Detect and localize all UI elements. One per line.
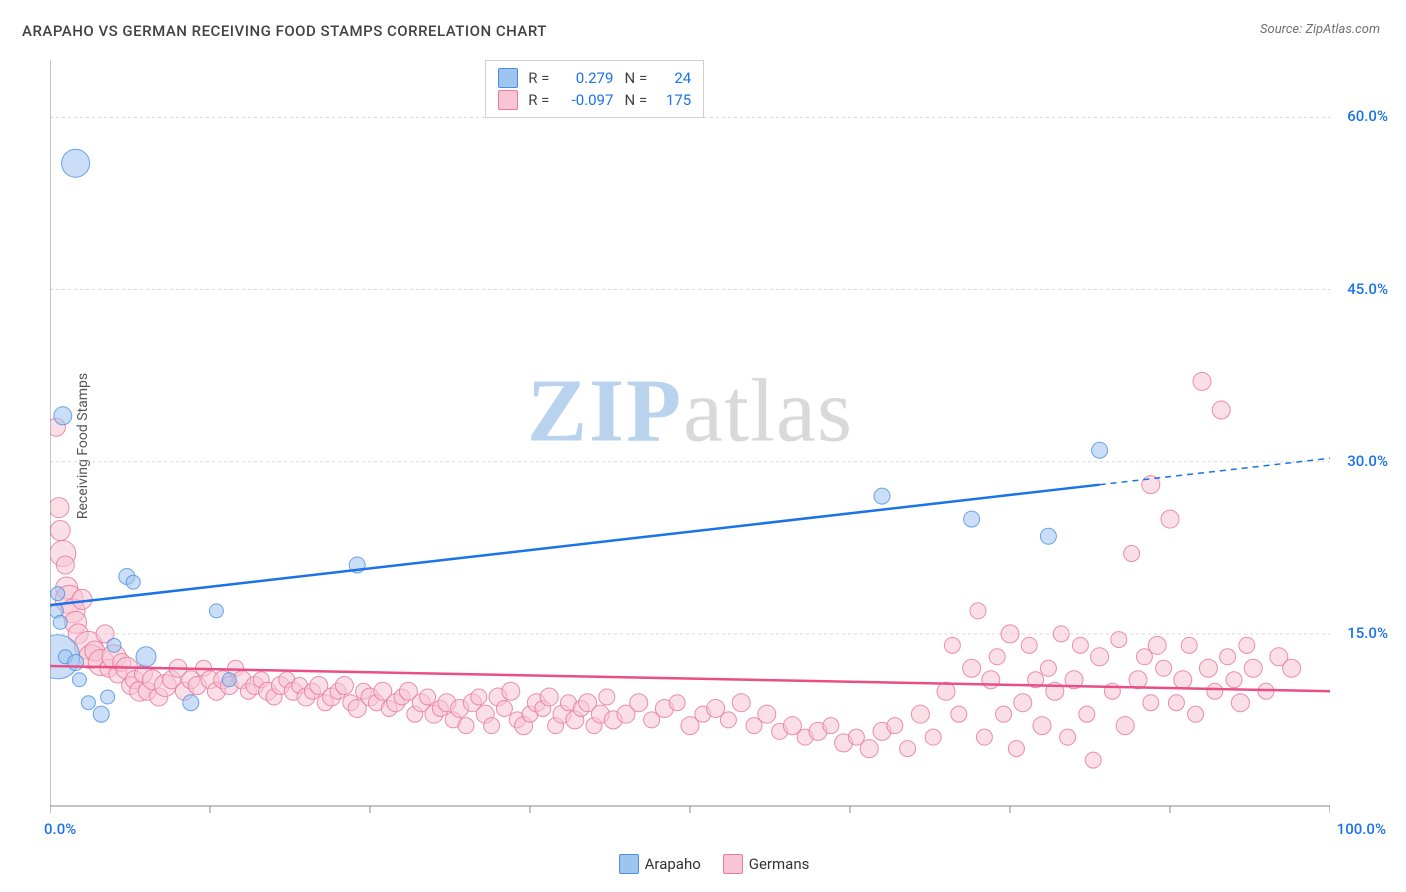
x-axis-max-label: 100.0% — [1337, 820, 1386, 838]
correlation-scatter-chart: ZIPatlas — [50, 60, 1330, 820]
legend-stats-row: R = 0.279 N = 24 — [498, 67, 691, 89]
legend-swatch — [619, 854, 639, 874]
legend-series-label: Germans — [749, 855, 810, 873]
y-tick-label: 15.0% — [1347, 624, 1388, 642]
y-tick-label: 45.0% — [1347, 280, 1388, 298]
chart-title: ARAPAHO VS GERMAN RECEIVING FOOD STAMPS … — [22, 22, 547, 40]
x-axis-min-label: 0.0% — [44, 820, 76, 838]
legend-swatch — [723, 854, 743, 874]
svg-text:ZIPatlas: ZIPatlas — [527, 361, 853, 460]
legend-swatch — [498, 90, 518, 110]
legend-stats-row: R = -0.097 N = 175 — [498, 89, 691, 111]
source-label: Source: — [1260, 22, 1302, 37]
source-attribution: Source: ZipAtlas.com — [1260, 22, 1380, 37]
series-legend: Arapaho Germans — [0, 854, 1406, 874]
y-tick-label: 60.0% — [1347, 107, 1388, 125]
source-value: ZipAtlas.com — [1305, 22, 1380, 37]
correlation-stats-legend: R = 0.279 N = 24R = -0.097 N = 175 — [485, 60, 704, 118]
legend-series-label: Arapaho — [645, 855, 701, 873]
y-tick-label: 30.0% — [1347, 452, 1388, 470]
legend-swatch — [498, 68, 518, 88]
